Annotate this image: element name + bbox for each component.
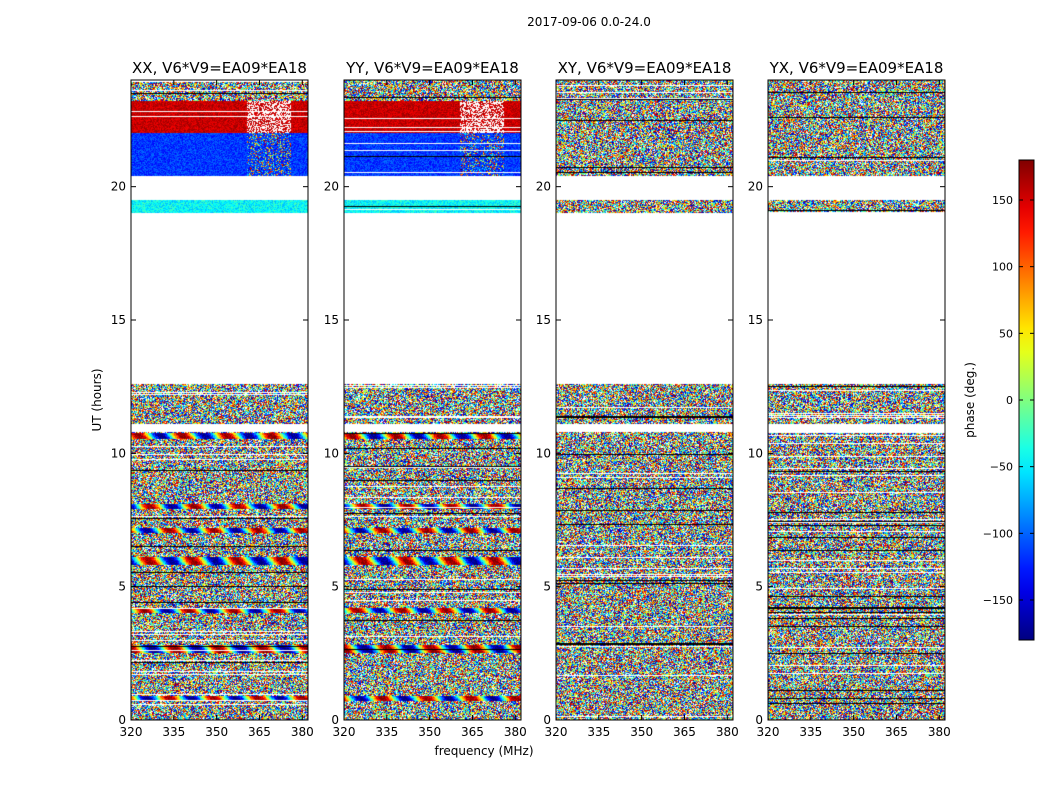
panel-frame xyxy=(767,79,946,721)
x-tick-label: 350 xyxy=(205,725,228,739)
phase-raster xyxy=(131,80,308,720)
x-tick-label: 320 xyxy=(545,725,568,739)
y-tick-label: 20 xyxy=(748,180,763,194)
figure-suptitle: 2017-09-06 0.0-24.0 xyxy=(527,15,651,29)
panel-title: XX, V6*V9=EA09*EA18 xyxy=(132,59,307,77)
x-tick-label: 365 xyxy=(248,725,271,739)
panel-xy: XY, V6*V9=EA09*EA18 320 335 350 365 380 0 5 10 15… xyxy=(536,59,739,739)
y-tick-label: 5 xyxy=(755,580,763,594)
y-tick-label: 5 xyxy=(331,580,339,594)
colorbar-tick-label: −50 xyxy=(990,461,1013,474)
panel-title: YX, V6*V9=EA09*EA18 xyxy=(769,59,944,77)
panel-yy: YY, V6*V9=EA09*EA18 320 335 350 365 380 0 5 10 15… xyxy=(324,59,527,739)
panel-frame xyxy=(555,79,734,721)
colorbar: −150 −100 −50 0 50 100 150 xyxy=(983,159,1035,641)
y-tick-label: 15 xyxy=(111,313,126,327)
y-tick-label: 20 xyxy=(111,180,126,194)
x-tick-label: 380 xyxy=(291,725,314,739)
x-tick-label: 320 xyxy=(120,725,143,739)
x-tick-label: 380 xyxy=(504,725,527,739)
y-tick-label: 15 xyxy=(324,313,339,327)
panels-group: XX, V6*V9=EA09*EA18 320 335 350 365 380 0 5 10 15… xyxy=(111,59,951,739)
x-tick-label: 320 xyxy=(757,725,780,739)
y-tick-label: 0 xyxy=(543,713,551,727)
colorbar-tick-label: 50 xyxy=(999,327,1013,340)
y-tick-label: 0 xyxy=(331,713,339,727)
phase-raster xyxy=(344,80,521,720)
x-tick-label: 350 xyxy=(842,725,865,739)
y-tick-label: 20 xyxy=(536,180,551,194)
panel-xx: XX, V6*V9=EA09*EA18 320 335 350 365 380 0 5 10 15… xyxy=(111,59,314,739)
x-tick-label: 350 xyxy=(418,725,441,739)
y-tick-label: 10 xyxy=(111,446,126,460)
y-tick-label: 5 xyxy=(118,580,126,594)
x-tick-label: 365 xyxy=(461,725,484,739)
y-tick-label: 10 xyxy=(536,446,551,460)
x-tick-label: 350 xyxy=(630,725,653,739)
panel-title: XY, V6*V9=EA09*EA18 xyxy=(558,59,732,77)
y-tick-label: 5 xyxy=(543,580,551,594)
phase-raster xyxy=(556,80,733,720)
y-tick-label: 15 xyxy=(748,313,763,327)
panel-frame xyxy=(343,79,522,721)
x-tick-label: 320 xyxy=(333,725,356,739)
colorbar-tick-label: 150 xyxy=(992,194,1013,207)
colorbar-tick-label: 0 xyxy=(1006,394,1013,407)
colorbar-tick-label: −100 xyxy=(983,527,1013,540)
panel-yx: YX, V6*V9=EA09*EA18 320 335 350 365 380 0 5 10 15… xyxy=(748,59,951,739)
panel-frame xyxy=(130,79,309,721)
y-tick-label: 15 xyxy=(536,313,551,327)
y-tick-label: 10 xyxy=(324,446,339,460)
x-tick-label: 365 xyxy=(885,725,908,739)
y-axis-label: UT (hours) xyxy=(90,368,104,431)
colorbar-tick-label: −150 xyxy=(983,594,1013,607)
x-tick-label: 335 xyxy=(162,725,185,739)
colorbar-label: phase (deg.) xyxy=(963,362,977,438)
x-tick-label: 335 xyxy=(799,725,822,739)
x-tick-label: 380 xyxy=(716,725,739,739)
x-axis-label: frequency (MHz) xyxy=(434,744,533,758)
y-tick-label: 20 xyxy=(324,180,339,194)
y-tick-label: 0 xyxy=(755,713,763,727)
phase-raster xyxy=(768,80,945,720)
y-tick-label: 0 xyxy=(118,713,126,727)
y-tick-label: 10 xyxy=(748,446,763,460)
panel-title: YY, V6*V9=EA09*EA18 xyxy=(345,59,519,77)
x-tick-label: 380 xyxy=(928,725,951,739)
colorbar-tick-label: 100 xyxy=(992,261,1013,274)
x-tick-label: 335 xyxy=(375,725,398,739)
x-tick-label: 365 xyxy=(673,725,696,739)
x-tick-label: 335 xyxy=(587,725,610,739)
